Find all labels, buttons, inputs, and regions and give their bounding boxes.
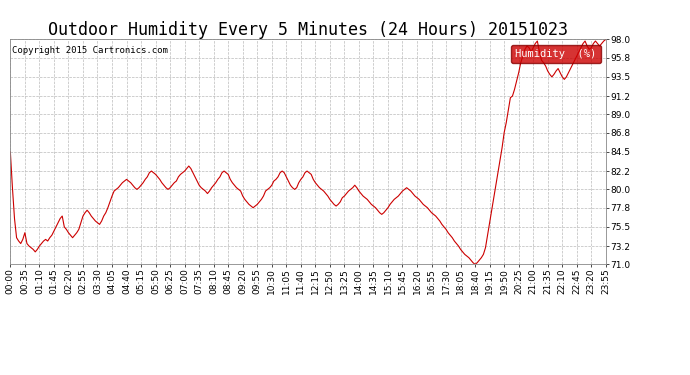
Legend: Humidity  (%): Humidity (%)	[511, 45, 600, 63]
Text: Copyright 2015 Cartronics.com: Copyright 2015 Cartronics.com	[12, 46, 168, 55]
Title: Outdoor Humidity Every 5 Minutes (24 Hours) 20151023: Outdoor Humidity Every 5 Minutes (24 Hou…	[48, 21, 568, 39]
